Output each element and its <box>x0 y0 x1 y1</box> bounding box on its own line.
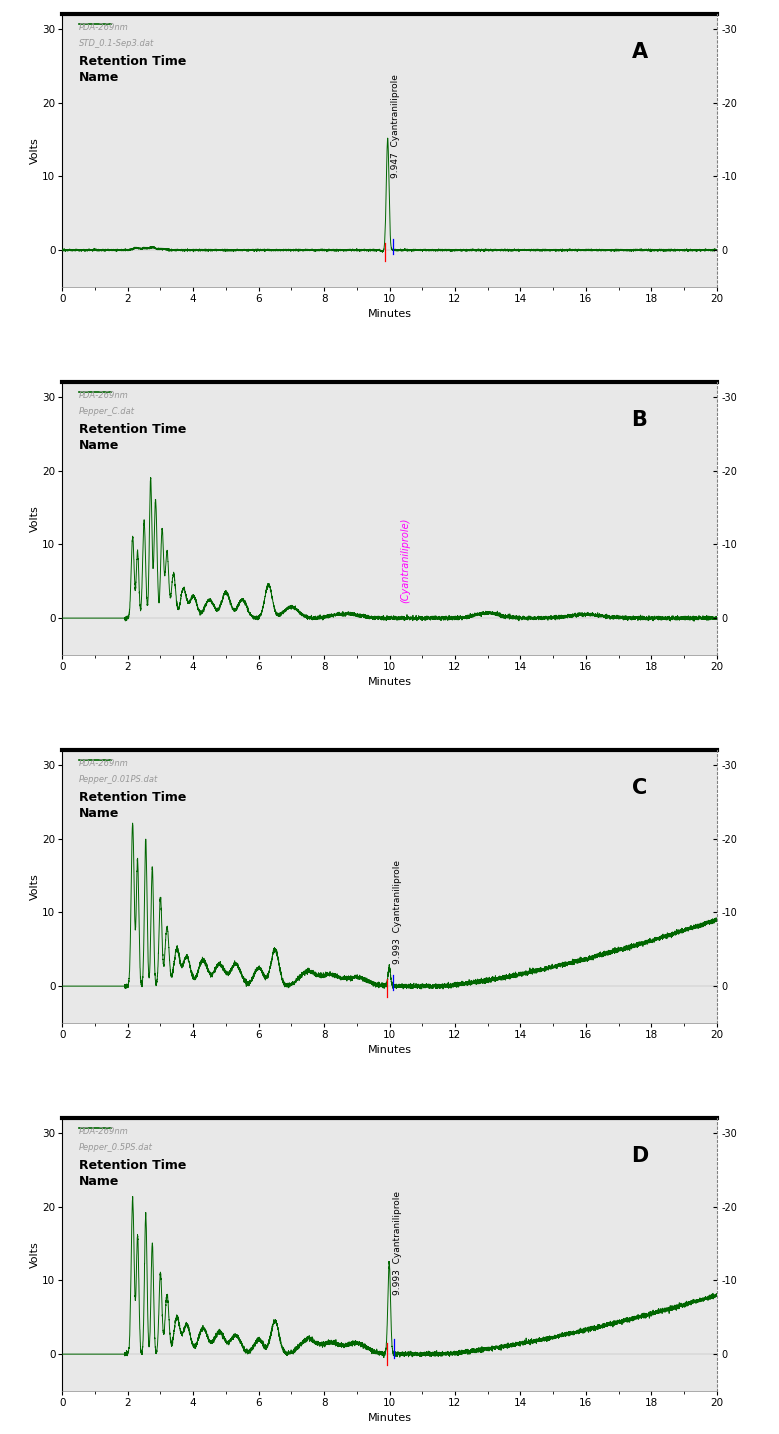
Text: Pepper_0.5PS.dat: Pepper_0.5PS.dat <box>79 1143 153 1152</box>
Text: Retention Time
Name: Retention Time Name <box>79 792 186 820</box>
Text: 9.993  Cyantraniliprole: 9.993 Cyantraniliprole <box>393 1190 402 1295</box>
Text: Pepper_C.dat: Pepper_C.dat <box>79 407 135 416</box>
Y-axis label: Volts: Volts <box>30 505 40 532</box>
Text: PDA-269nm: PDA-269nm <box>79 23 129 32</box>
Text: Retention Time
Name: Retention Time Name <box>79 56 186 85</box>
Text: B: B <box>632 410 647 430</box>
Text: C: C <box>632 777 647 797</box>
Y-axis label: Volts: Volts <box>30 873 40 901</box>
Text: A: A <box>632 42 647 62</box>
Text: PDA-269nm: PDA-269nm <box>79 390 129 400</box>
X-axis label: Minutes: Minutes <box>368 677 411 687</box>
Text: (Cyantraniliprole): (Cyantraniliprole) <box>400 518 411 604</box>
Y-axis label: Volts: Volts <box>30 1242 40 1268</box>
X-axis label: Minutes: Minutes <box>368 310 411 320</box>
Text: 9.993  Cyantraniliprole: 9.993 Cyantraniliprole <box>393 860 402 964</box>
Y-axis label: Volts: Volts <box>30 138 40 163</box>
Text: Retention Time
Name: Retention Time Name <box>79 1159 186 1189</box>
Text: STD_0.1-Sep3.dat: STD_0.1-Sep3.dat <box>79 39 154 47</box>
X-axis label: Minutes: Minutes <box>368 1414 411 1424</box>
Text: PDA-269nm: PDA-269nm <box>79 1127 129 1136</box>
Text: PDA-269nm: PDA-269nm <box>79 759 129 767</box>
Text: Retention Time
Name: Retention Time Name <box>79 423 186 452</box>
X-axis label: Minutes: Minutes <box>368 1045 411 1055</box>
Text: Pepper_0.01PS.dat: Pepper_0.01PS.dat <box>79 774 158 784</box>
Text: D: D <box>632 1146 649 1166</box>
Text: 9.947  Cyantraniliprole: 9.947 Cyantraniliprole <box>391 75 400 178</box>
